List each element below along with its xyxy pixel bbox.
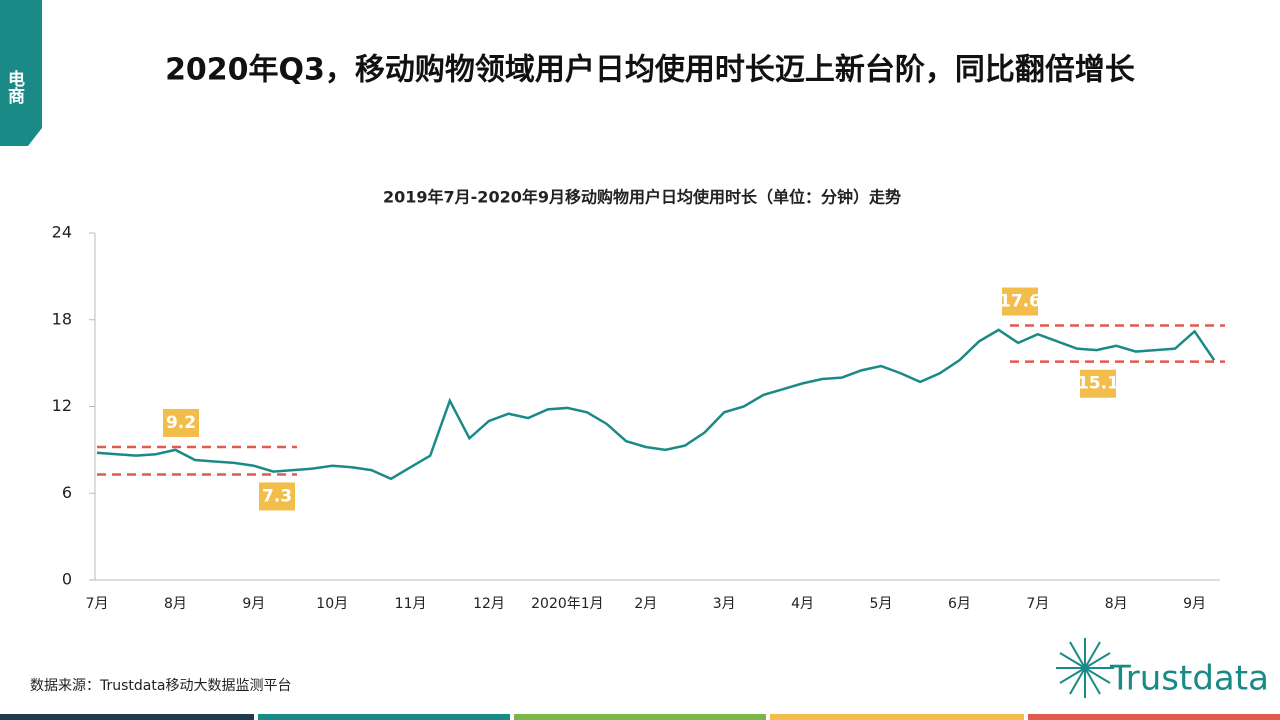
x-tick-label: 6月 [948, 596, 971, 612]
x-tick-label: 7月 [86, 596, 109, 612]
tab-label: 电商 [4, 69, 25, 105]
reference-label-box [259, 482, 295, 511]
reference-label: 15.1 [1077, 374, 1119, 394]
y-tick-label: 18 [52, 309, 72, 328]
x-tick-label: 10月 [316, 596, 348, 612]
reference-label-box [1002, 287, 1038, 316]
x-tick-label: 8月 [1105, 596, 1128, 612]
x-tick-label: 4月 [791, 596, 814, 612]
x-tick-label: 5月 [870, 596, 893, 612]
series-line [96, 328, 1216, 481]
x-tick-label: 11月 [395, 596, 427, 612]
reference-label: 7.3 [262, 486, 292, 506]
x-tick-label: 12月 [473, 596, 505, 612]
reference-label: 9.2 [166, 413, 196, 433]
headline: 2020年Q3，移动购物领域用户日均使用时长迈上新台阶，同比翻倍增长 [165, 53, 1135, 88]
tab-shape [0, 0, 42, 146]
footer-bar [1028, 714, 1280, 720]
footer-bar [258, 714, 510, 720]
y-tick-label: 12 [52, 396, 72, 415]
chart-title: 2019年7月-2020年9月移动购物用户日均使用时长（单位：分钟）走势 [383, 188, 901, 207]
x-tick-label: 9月 [1183, 596, 1206, 612]
footer-bar [514, 714, 766, 720]
x-tick-label: 3月 [713, 596, 736, 612]
x-tick-label: 9月 [242, 596, 265, 612]
x-tick-label: 7月 [1026, 596, 1049, 612]
logo-mark [1056, 638, 1114, 698]
y-tick-label: 6 [62, 483, 72, 502]
reference-label: 17.6 [999, 292, 1041, 312]
source: 数据来源：Trustdata移动大数据监测平台 [30, 678, 291, 694]
reference-label-box [163, 408, 199, 437]
x-tick-label: 2月 [634, 596, 657, 612]
reference-label-box [1080, 369, 1116, 398]
footer-bar [770, 714, 1024, 720]
y-tick-label: 24 [52, 223, 72, 242]
x-tick-label: 8月 [164, 596, 187, 612]
x-tick-label: 2020年1月 [531, 596, 604, 612]
logo-text: Trustdata [1109, 659, 1269, 699]
footer-bar [0, 714, 254, 720]
y-tick-label: 0 [62, 570, 72, 589]
